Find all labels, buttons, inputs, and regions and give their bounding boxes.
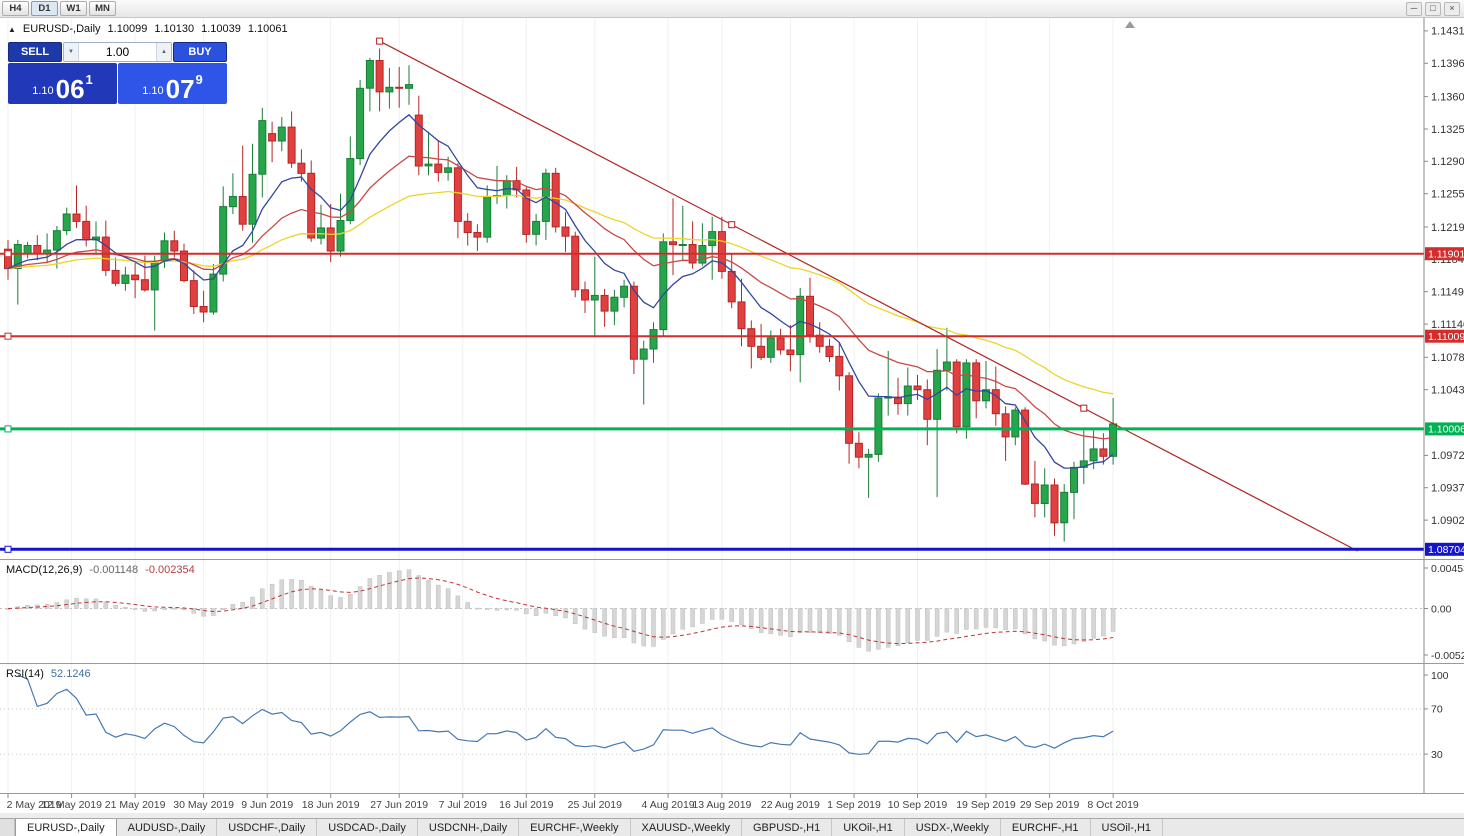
svg-text:1.12190: 1.12190 bbox=[1431, 222, 1464, 234]
svg-text:1.14310: 1.14310 bbox=[1431, 26, 1464, 38]
price-chart-canvas[interactable]: 1.14310 1.13960 1.13600 1.13250 1.12900 1.125… bbox=[0, 18, 1464, 813]
ma-slow-line bbox=[7, 190, 1114, 395]
svg-text:7 Jul 2019: 7 Jul 2019 bbox=[439, 799, 488, 811]
svg-text:1.10006: 1.10006 bbox=[1428, 424, 1464, 436]
tab-audusd-daily[interactable]: AUDUSD-,Daily bbox=[117, 819, 218, 836]
svg-text:2 May 2019: 2 May 2019 bbox=[7, 799, 62, 811]
svg-text:0.00: 0.00 bbox=[1431, 603, 1452, 615]
tab-eurchf-weekly[interactable]: EURCHF-,Weekly bbox=[519, 819, 631, 836]
timeframe-h4-button[interactable]: H4 bbox=[2, 1, 29, 16]
svg-text:70: 70 bbox=[1431, 704, 1443, 716]
svg-text:13 Aug 2019: 13 Aug 2019 bbox=[692, 799, 751, 811]
svg-text:1.13250: 1.13250 bbox=[1431, 124, 1464, 136]
svg-text:1.09020: 1.09020 bbox=[1431, 515, 1464, 527]
svg-text:1.09720: 1.09720 bbox=[1431, 450, 1464, 462]
buy-button[interactable]: BUY bbox=[173, 42, 227, 62]
svg-text:1.11140: 1.11140 bbox=[1431, 319, 1464, 331]
buy-price-button[interactable]: 1.10 07 9 bbox=[118, 63, 227, 104]
tab-eurchf-h1[interactable]: EURCHF-,H1 bbox=[1001, 819, 1091, 836]
svg-text:1.09370: 1.09370 bbox=[1431, 483, 1464, 495]
window-controls: ─ □ × bbox=[1406, 1, 1464, 16]
svg-text:1.10430: 1.10430 bbox=[1431, 385, 1464, 397]
timeframe-mn-button[interactable]: MN bbox=[89, 1, 116, 16]
svg-text:25 Jul 2019: 25 Jul 2019 bbox=[568, 799, 622, 811]
svg-text:12 May 2019: 12 May 2019 bbox=[41, 799, 102, 811]
trendline-handle[interactable] bbox=[728, 221, 736, 229]
svg-text:27 Jun 2019: 27 Jun 2019 bbox=[370, 799, 428, 811]
chart-tab-bar: EURUSD-,Daily AUDUSD-,Daily USDCHF-,Dail… bbox=[0, 818, 1464, 836]
volume-decrease-icon[interactable]: ▼ bbox=[64, 43, 79, 61]
tab-usdcnh-daily[interactable]: USDCNH-,Daily bbox=[418, 819, 520, 836]
sell-price-sup: 1 bbox=[85, 72, 93, 87]
tab-usdx-weekly[interactable]: USDX-,Weekly bbox=[905, 819, 1001, 836]
tab-usdcad-daily[interactable]: USDCAD-,Daily bbox=[317, 819, 418, 836]
buy-price-prefix: 1.10 bbox=[142, 85, 164, 97]
tab-xauusd-weekly[interactable]: XAUUSD-,Weekly bbox=[631, 819, 742, 836]
svg-text:1.08704: 1.08704 bbox=[1428, 544, 1464, 556]
timeframe-w1-button[interactable]: W1 bbox=[60, 1, 87, 16]
svg-text:1.13960: 1.13960 bbox=[1431, 58, 1464, 70]
macd-signal-line bbox=[7, 577, 1114, 645]
svg-text:19 Sep 2019: 19 Sep 2019 bbox=[956, 799, 1016, 811]
svg-text:9 Jun 2019: 9 Jun 2019 bbox=[241, 799, 293, 811]
chart-shift-marker-icon bbox=[1125, 21, 1135, 28]
svg-text:1.11490: 1.11490 bbox=[1431, 287, 1464, 299]
svg-text:100: 100 bbox=[1431, 670, 1449, 682]
trendline-handle[interactable] bbox=[1080, 404, 1088, 412]
restore-icon[interactable]: □ bbox=[1425, 1, 1441, 16]
close-icon[interactable]: × bbox=[1444, 1, 1460, 16]
tab-list-start-button[interactable] bbox=[0, 819, 15, 836]
sell-price-prefix: 1.10 bbox=[32, 85, 54, 97]
svg-text:1 Sep 2019: 1 Sep 2019 bbox=[827, 799, 881, 811]
timeframe-d1-button[interactable]: D1 bbox=[31, 1, 58, 16]
sell-button[interactable]: SELL bbox=[8, 42, 62, 62]
tab-ukoil-h1[interactable]: UKOil-,H1 bbox=[832, 819, 905, 836]
buy-price-sup: 9 bbox=[195, 72, 203, 87]
hline-handle[interactable] bbox=[4, 332, 12, 340]
svg-text:1.12550: 1.12550 bbox=[1431, 189, 1464, 201]
hline-handle[interactable] bbox=[4, 425, 12, 433]
ma-fast-line bbox=[7, 113, 1114, 469]
svg-text:30: 30 bbox=[1431, 749, 1443, 761]
svg-text:1.11009: 1.11009 bbox=[1428, 331, 1464, 343]
trendline-handle[interactable] bbox=[376, 37, 384, 45]
tab-eurusd-daily[interactable]: EURUSD-,Daily bbox=[15, 819, 117, 836]
hline-handle[interactable] bbox=[4, 250, 12, 258]
svg-text:10 Sep 2019: 10 Sep 2019 bbox=[888, 799, 948, 811]
tab-usoil-h1[interactable]: USOil-,H1 bbox=[1091, 819, 1164, 836]
macd-histogram bbox=[5, 569, 1116, 652]
svg-text:0.004536: 0.004536 bbox=[1431, 563, 1464, 575]
volume-input[interactable] bbox=[79, 43, 156, 61]
svg-text:8 Oct 2019: 8 Oct 2019 bbox=[1087, 799, 1139, 811]
svg-text:4 Aug 2019: 4 Aug 2019 bbox=[642, 799, 695, 811]
ma-mid-line bbox=[7, 155, 1114, 440]
hline-handle[interactable] bbox=[4, 545, 12, 553]
svg-text:1.10780: 1.10780 bbox=[1431, 352, 1464, 364]
svg-text:1.11901: 1.11901 bbox=[1428, 249, 1464, 261]
svg-text:16 Jul 2019: 16 Jul 2019 bbox=[499, 799, 553, 811]
svg-text:30 May 2019: 30 May 2019 bbox=[173, 799, 234, 811]
svg-text:18 Jun 2019: 18 Jun 2019 bbox=[302, 799, 360, 811]
tab-usdchf-daily[interactable]: USDCHF-,Daily bbox=[217, 819, 318, 836]
svg-text:29 Sep 2019: 29 Sep 2019 bbox=[1020, 799, 1080, 811]
volume-spinner: ▼ ▲ bbox=[63, 42, 172, 62]
buy-price-main: 07 bbox=[165, 73, 195, 104]
svg-text:-0.0052050: -0.0052050 bbox=[1431, 650, 1464, 662]
volume-increase-icon[interactable]: ▲ bbox=[156, 43, 171, 61]
chart-window: 1.14310 1.13960 1.13600 1.13250 1.12900 1.125… bbox=[0, 18, 1464, 813]
toolbar: H4 D1 W1 MN ─ □ × bbox=[0, 0, 1464, 18]
tab-gbpusd-h1[interactable]: GBPUSD-,H1 bbox=[742, 819, 833, 836]
descending-trendline[interactable] bbox=[379, 40, 1358, 552]
rsi-line bbox=[17, 674, 1114, 755]
sell-price-button[interactable]: 1.10 06 1 bbox=[8, 63, 117, 104]
minimize-icon[interactable]: ─ bbox=[1406, 1, 1422, 16]
sell-price-main: 06 bbox=[55, 73, 85, 104]
svg-text:21 May 2019: 21 May 2019 bbox=[105, 799, 166, 811]
svg-text:1.13600: 1.13600 bbox=[1431, 91, 1464, 103]
svg-text:22 Aug 2019: 22 Aug 2019 bbox=[761, 799, 820, 811]
candles-layer bbox=[4, 48, 1118, 542]
svg-text:1.12900: 1.12900 bbox=[1431, 156, 1464, 168]
one-click-trading-panel: SELL ▼ ▲ BUY 1.10 06 1 1.10 07 9 bbox=[8, 42, 227, 104]
